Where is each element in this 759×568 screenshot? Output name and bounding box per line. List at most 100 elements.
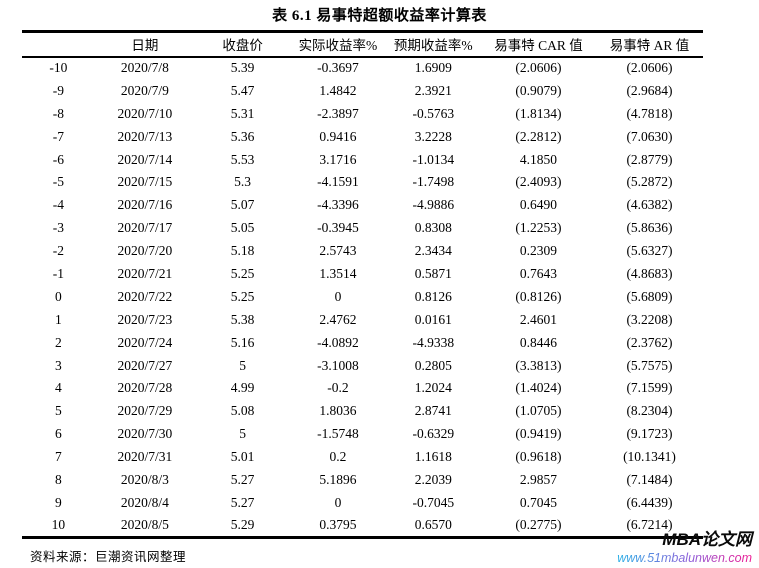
table-cell: 0.2	[329, 449, 347, 465]
table-cell: (0.9419)	[515, 426, 562, 442]
table-cell: -4.9886	[412, 197, 455, 213]
table-cell: (3.3813)	[515, 357, 562, 373]
table-body: -10 2020/7/8 5.39 -0.3697 1.6909 (2.0606) (2.0…	[22, 57, 703, 538]
table-row: -10 2020/7/8 5.39 -0.3697 1.6909 (2.0606) (2.0…	[22, 57, 703, 80]
table-cell: 5	[239, 426, 246, 442]
table-cell: 4	[55, 380, 62, 396]
table-row: 4 2020/7/28 4.99 -0.2 1.2024 (1.4024) (7.1599)	[22, 377, 703, 400]
table-row: -8 2020/7/10 5.31 -2.3897 -0.5763 (1.8134) (4.…	[22, 102, 703, 125]
table-cell: -0.2	[327, 380, 349, 396]
table-cell: 4.99	[230, 380, 255, 396]
table-cell: 6	[55, 426, 62, 442]
table-cell: -4.0892	[317, 334, 359, 350]
table-cell: 2	[55, 334, 62, 350]
table-cell: 5.08	[230, 403, 255, 419]
table-cell: 0	[55, 288, 62, 304]
table-cell: -1.7498	[412, 174, 455, 190]
table-cell: -4.1591	[317, 174, 359, 190]
watermark-brand: MBA论文网	[662, 529, 752, 549]
table-cell: 0.8446	[519, 334, 558, 350]
table-cell: 2020/7/8	[120, 60, 169, 76]
table-cell: (2.2812)	[515, 128, 562, 144]
table-cell: 5.25	[230, 288, 255, 304]
table-cell: -0.6329	[412, 426, 455, 442]
table-cell: 2020/7/28	[117, 380, 173, 396]
table-cell: 3.2228	[414, 128, 452, 144]
table-cell: 0.2805	[414, 357, 452, 373]
table-cell: (1.0705)	[515, 403, 562, 419]
table-header-cell: 预期收益率%	[393, 38, 473, 54]
table-cell: 0	[334, 494, 342, 510]
table-cell: (0.8126)	[515, 288, 562, 304]
excess-return-table: 日期 收盘价 实际收益率% 预期收益率% 易事特 CAR 值易事特 AR 值 -10 20…	[22, 30, 703, 539]
table-cell: 1.2024	[414, 380, 452, 396]
table-cell: (4.7818)	[626, 105, 673, 121]
table-cell: 0.7643	[519, 265, 558, 281]
table-cell: 2.9857	[519, 471, 558, 487]
table-cell: 5.16	[230, 334, 255, 350]
table-cell: (5.2872)	[626, 174, 673, 190]
table-cell: 9	[55, 494, 62, 510]
table-cell: -7	[52, 128, 65, 144]
page-title: 表 6.1 易事特超额收益率计算表	[272, 8, 487, 24]
table-cell: 0.0161	[414, 311, 452, 327]
table-cell: 0	[334, 288, 342, 304]
table-cell: 2.3921	[414, 82, 452, 98]
table-cell: 5.27	[230, 494, 255, 510]
table-cell: (7.1599)	[626, 380, 673, 396]
table-cell: 5.05	[230, 220, 255, 236]
table-cell: (5.6809)	[626, 288, 673, 304]
table-row: 5 2020/7/29 5.08 1.8036 2.8741 (1.0705) (8.230…	[22, 400, 703, 423]
table-cell: (2.0606)	[515, 60, 562, 76]
source-footnote: 资料来源：巨潮资讯网整理	[30, 550, 187, 564]
table-header-cell: 实际收益率%	[298, 38, 378, 54]
table-cell: 2020/7/13	[117, 128, 173, 144]
table-cell: -1.0134	[412, 151, 455, 167]
table-cell: -4.3396	[317, 197, 359, 213]
table-cell: 0.7045	[519, 494, 558, 510]
table-cell: 5	[55, 403, 62, 419]
table-row: 1 2020/7/23 5.38 2.4762 0.0161 2.4601 (3.2208)	[22, 308, 703, 331]
table-cell: 2.5743	[319, 243, 357, 259]
table-cell: (5.7575)	[626, 357, 673, 373]
table-row: 10 2020/8/5 5.29 0.3795 0.6570 (0.2775) (6.721…	[22, 514, 703, 537]
table-cell: -1.5748	[317, 426, 359, 442]
table-cell: 2020/7/21	[117, 265, 173, 281]
table-cell: 2020/7/16	[117, 197, 173, 213]
table-row: -4 2020/7/16 5.07 -4.3396 -4.9886 0.6490 (4.63…	[22, 194, 703, 217]
table-cell: (6.7214)	[626, 517, 673, 532]
table-cell: 2020/7/17	[117, 220, 173, 236]
table-cell: 2.2039	[414, 471, 452, 487]
table-cell: -5	[52, 174, 65, 190]
table-cell: -2.3897	[317, 105, 359, 121]
table-header-row: 日期 收盘价 实际收益率% 预期收益率% 易事特 CAR 值 易事特 AR 值	[22, 32, 703, 57]
table-cell: (5.8636)	[626, 220, 673, 236]
table-cell: 5.38	[230, 311, 255, 327]
table-cell: (1.2253)	[515, 220, 562, 236]
table-cell: (0.9079)	[515, 82, 562, 98]
table-cell: 5.53	[230, 151, 255, 167]
table-cell: (2.0606)	[626, 60, 673, 76]
table-cell: 10	[51, 517, 66, 532]
table-cell: (8.2304)	[626, 403, 673, 419]
table-cell: -4	[52, 197, 65, 213]
table-cell: 2020/7/29	[117, 403, 173, 419]
table-cell: 2020/7/23	[117, 311, 173, 327]
table-cell: (9.1723)	[626, 426, 673, 442]
table-cell: -0.5763	[412, 105, 455, 121]
table-row: 7 2020/7/31 5.01 0.2 1.1618 (0.9618) (10.1341)	[22, 446, 703, 469]
table-cell: 7	[55, 449, 62, 465]
table-cell: 5.36	[230, 128, 255, 144]
table-cell: 1.6909	[414, 60, 452, 76]
table-header-cell: 易事特 AR 值	[609, 38, 690, 54]
table-cell: -0.3697	[317, 60, 359, 76]
table-header-cell: 收盘价	[222, 38, 263, 54]
table-cell: -2	[52, 243, 65, 259]
table-row: -2 2020/7/20 5.18 2.5743 2.3434 0.2309 (5.6327…	[22, 240, 703, 263]
table-cell: (2.9684)	[626, 82, 673, 98]
table-row: -7 2020/7/13 5.36 0.9416 3.2228 (2.2812) (7.06…	[22, 125, 703, 148]
table-row: -3 2020/7/17 5.05 -0.3945 0.8308 (1.2253) (5.8…	[22, 217, 703, 240]
table-cell: (0.9618)	[515, 449, 562, 465]
table-cell: -10	[49, 60, 68, 76]
table-cell: 2020/7/9	[120, 82, 169, 98]
